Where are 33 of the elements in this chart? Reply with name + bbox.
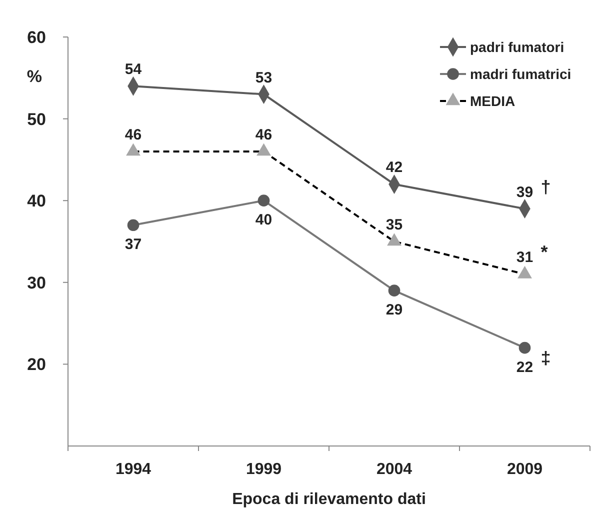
- data-label: 54: [124, 61, 142, 78]
- annotation: †: [540, 176, 551, 197]
- data-label: 46: [255, 126, 272, 144]
- data-label: 39: [516, 184, 534, 201]
- point: [258, 194, 270, 207]
- y-tick-label: 60: [27, 28, 46, 47]
- y-tick-label: 30: [27, 273, 46, 292]
- legend-label: madri fumatrici: [470, 66, 572, 82]
- data-label: 29: [386, 302, 403, 319]
- x-tick-label: 2004: [376, 461, 412, 478]
- data-label: 31: [516, 249, 534, 266]
- legend-label: padri fumatori: [470, 38, 564, 55]
- point: [388, 284, 400, 296]
- data-label: 42: [386, 159, 403, 176]
- x-tick-label: 2009: [506, 461, 543, 478]
- y-tick-label: 40: [27, 192, 46, 211]
- data-label: 46: [124, 126, 142, 144]
- data-label: 40: [255, 212, 272, 229]
- data-label: 37: [124, 236, 142, 254]
- y-tick-label: 20: [27, 355, 46, 374]
- point: [127, 219, 140, 232]
- data-label: 35: [386, 216, 403, 234]
- x-axis-title: Epoca di rilevamento dati: [232, 491, 426, 508]
- y-axis-title: %: [26, 67, 42, 86]
- y-tick-label: 50: [27, 110, 46, 129]
- annotation: ‡: [540, 348, 551, 368]
- annotation: *: [540, 242, 548, 262]
- data-label: 22: [516, 358, 534, 376]
- legend-label: MEDIA: [470, 92, 516, 109]
- x-tick-label: 1994: [115, 461, 152, 478]
- point: [518, 342, 531, 354]
- data-label: 53: [255, 69, 272, 86]
- x-tick-label: 1999: [246, 461, 282, 478]
